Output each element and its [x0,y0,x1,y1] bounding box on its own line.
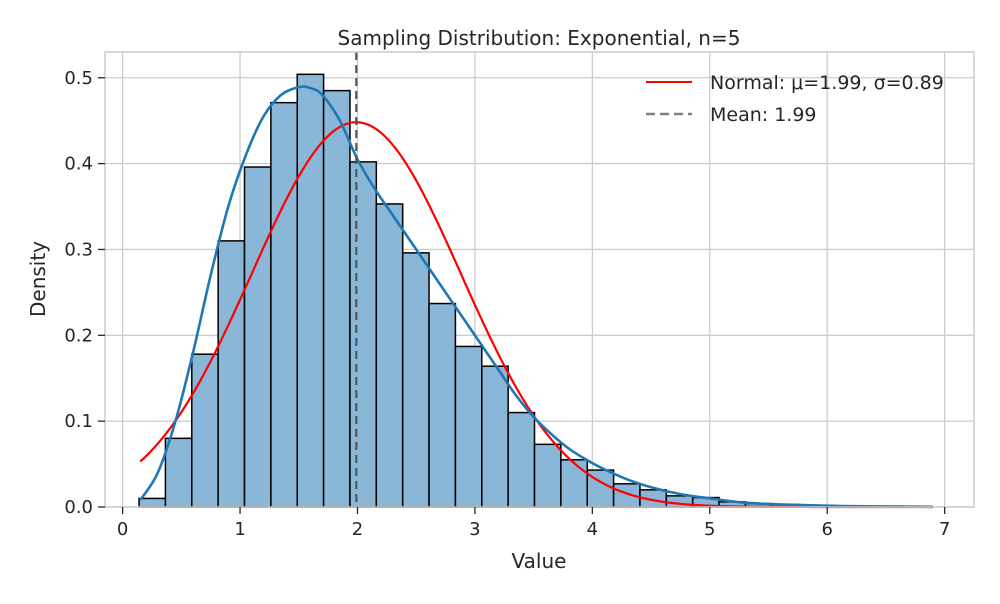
legend-normal-label: Normal: μ=1.99, σ=0.89 [710,72,944,94]
histogram-bar [535,444,561,507]
histogram-bar [139,498,165,507]
histogram-bar [561,460,587,507]
x-tick-label: 6 [821,519,832,540]
histogram-bar [429,304,455,507]
y-axis-label: Density [26,241,50,317]
legend: Normal: μ=1.99, σ=0.89 Mean: 1.99 [646,72,944,126]
histogram-bar [324,91,350,507]
y-tick-label: 0.2 [64,325,93,346]
y-tick-label: 0.5 [64,68,93,89]
histogram-bar [271,103,297,507]
x-tick-label: 1 [234,519,245,540]
histogram-bar [350,162,376,507]
x-tick-label: 7 [939,519,950,540]
y-tick-label: 0.0 [64,497,93,518]
histogram-bar [403,253,429,507]
x-tick-label: 0 [117,519,128,540]
histogram-bar [297,74,323,507]
x-tick-label: 5 [704,519,715,540]
x-tick-label: 4 [587,519,598,540]
y-tick-label: 0.1 [64,411,93,432]
y-tick-label: 0.4 [64,154,93,175]
histogram-bar [376,204,402,507]
histogram-bar [165,438,191,507]
histogram-bar [508,413,534,507]
histogram-bar [455,346,481,507]
histogram-bar [482,366,508,507]
x-axis-label: Value [512,549,567,573]
legend-mean-label: Mean: 1.99 [710,104,817,126]
histogram-bar [218,241,244,507]
histogram-bar [192,354,218,507]
bars-layer [139,74,930,507]
x-tick-label: 2 [352,519,363,540]
y-tick-label: 0.3 [64,239,93,260]
histogram-bar [245,167,271,507]
chart-title: Sampling Distribution: Exponential, n=5 [338,26,741,50]
x-tick-label: 3 [469,519,480,540]
